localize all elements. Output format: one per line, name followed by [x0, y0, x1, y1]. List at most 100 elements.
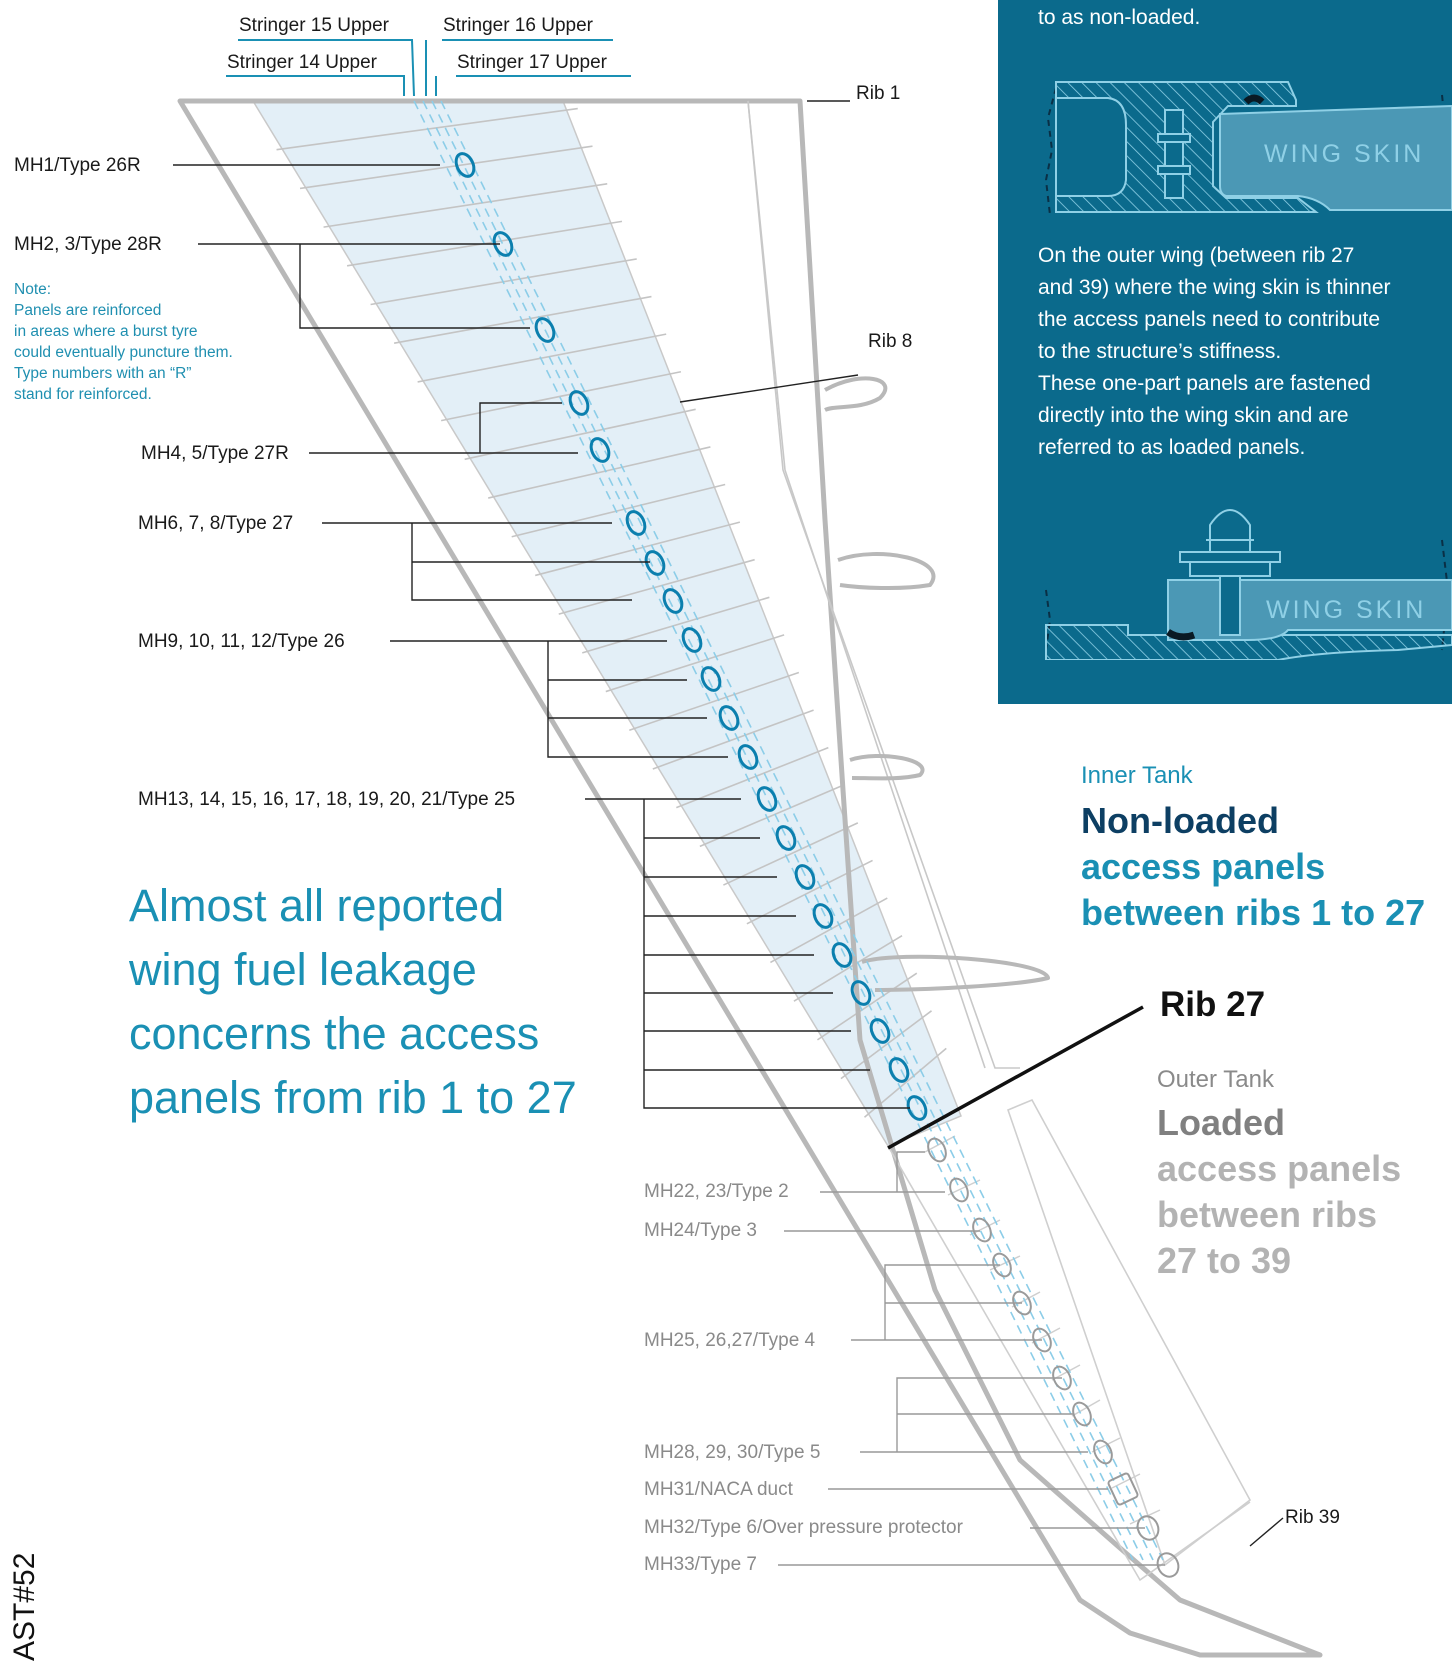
loaded-panel-illustration [1045, 509, 1452, 660]
inner-manhole [775, 825, 797, 851]
tank-rib-line [582, 596, 770, 654]
inner-tank-title-line: between ribs 1 to 27 [1081, 892, 1426, 933]
mh25-label: MH25, 26,27/Type 4 [644, 1330, 816, 1351]
inner-manhole [492, 231, 514, 257]
outer-rib-line [1071, 1399, 1101, 1417]
outer-tank-title-line: access panels [1157, 1148, 1402, 1189]
inner-manhole [700, 666, 722, 692]
tank-rib-line [605, 634, 785, 693]
inner-manhole [718, 705, 740, 731]
tank-rib-line [488, 446, 711, 499]
outer-rib-line [1111, 1473, 1141, 1489]
outer-manhole [1093, 1439, 1113, 1465]
panel-body-line: These one-part panels are fastened [1038, 372, 1371, 395]
inner-manhole [850, 980, 872, 1006]
inner-manhole [794, 864, 816, 890]
outer-manhole [972, 1217, 992, 1243]
non-loaded-panel-illustration [1044, 81, 1452, 216]
tank-rib-line [535, 521, 741, 577]
wing-outline [177, 98, 1323, 1658]
over-pressure-protector-marker [1136, 1515, 1160, 1541]
outer-manhole [1052, 1365, 1072, 1391]
mh32-label: MH32/Type 6/Over pressure protector [644, 1517, 963, 1538]
panel-body-line: referred to as loaded panels. [1038, 436, 1306, 459]
mh13-label: MH13, 14, 15, 16, 17, 18, 19, 20, 21/Typ… [138, 789, 516, 810]
outer-manhole [1072, 1401, 1092, 1427]
inner-manhole [644, 550, 666, 576]
tank-rib-lines [276, 107, 1161, 1525]
inner-manhole [454, 152, 476, 178]
tank-rib-line [770, 897, 888, 964]
mh28-label: MH28, 29, 30/Type 5 [644, 1442, 821, 1463]
outer-tank-subtitle: Outer Tank [1157, 1066, 1274, 1093]
mh1-label: MH1/Type 26R [14, 155, 141, 176]
tank-rib-line [816, 972, 918, 1041]
inner-manhole [681, 627, 703, 653]
mh2-label: MH2, 3/Type 28R [14, 234, 162, 255]
mh9-label: MH9, 10, 11, 12/Type 26 [138, 631, 345, 652]
headline: Almost all reported wing fuel leakage co… [129, 874, 577, 1130]
headline-line: Almost all reported [129, 880, 505, 931]
outer-rib-line [1091, 1437, 1121, 1453]
tank-rib-line [723, 822, 859, 886]
outer-tank-title-line: 27 to 39 [1157, 1240, 1292, 1281]
headline-line: wing fuel leakage [129, 944, 477, 995]
panel-body-line: and 39) where the wing skin is thinner [1038, 276, 1391, 299]
tank-rib-line [699, 784, 844, 848]
outer-rib-line [924, 1135, 956, 1153]
tank-rib-line [746, 859, 873, 925]
inner-manhole [568, 390, 590, 416]
inner-manhole [888, 1057, 910, 1083]
inner-manhole [906, 1095, 928, 1121]
outer-manhole [927, 1137, 947, 1163]
outer-label-leaders [778, 1151, 1165, 1566]
outer-manhole [949, 1177, 969, 1203]
panel-type-info-box: to as non-loaded. WING SKIN On the outer… [998, 0, 1452, 704]
headline-line: panels from rib 1 to 27 [129, 1072, 577, 1123]
tank-rib-line [464, 408, 696, 461]
mh33-marker [1156, 1552, 1180, 1578]
stringer-17-label: Stringer 17 Upper [457, 52, 607, 73]
rib-leaders [679, 100, 1284, 1547]
naca-duct-marker [1107, 1472, 1139, 1506]
outer-front-line [887, 1145, 1251, 1582]
tank-rib-line [840, 1010, 932, 1080]
rear-spar-line-2 [747, 100, 1020, 1069]
inner-manhole [662, 588, 684, 614]
inner-tank-subtitle: Inner Tank [1081, 762, 1193, 789]
mh31-label: MH31/NACA duct [644, 1479, 793, 1500]
inner-manhole [589, 437, 611, 463]
wing-skin-label-2: WING SKIN [1266, 596, 1427, 624]
tank-rib-line [652, 709, 814, 770]
outer-manhole [1032, 1327, 1052, 1353]
mh24-label: MH24/Type 3 [644, 1220, 757, 1241]
headline-line: concerns the access [129, 1008, 540, 1059]
inner-manhole [625, 510, 647, 536]
outer-manhole [992, 1252, 1012, 1278]
rib-39-label: Rib 39 [1285, 1507, 1340, 1528]
tank-rib-line [323, 182, 608, 228]
wing-skin-label-1: WING SKIN [1264, 140, 1425, 168]
tank-rib-line [793, 934, 903, 1002]
tank-rib-line [417, 333, 667, 383]
outer-tank-title-line: between ribs [1157, 1194, 1378, 1235]
inner-tank-title-line: Non-loaded [1081, 800, 1279, 841]
note-line: stand for reinforced. [14, 386, 152, 403]
tank-rib-line [558, 558, 755, 615]
mh22-label: MH22, 23/Type 2 [644, 1181, 789, 1202]
outer-manhole [1012, 1290, 1032, 1316]
tank-rib-line [511, 483, 726, 538]
rib-1-label: Rib 1 [856, 83, 901, 104]
inner-manhole [737, 744, 759, 770]
inner-manhole [812, 903, 834, 929]
reinforcement-note: Note: Panels are reinforced in areas whe… [14, 279, 233, 405]
tank-rib-line [676, 746, 829, 809]
outer-section-outline [1006, 1098, 1252, 1567]
panel-body-line: directly into the wing skin and are [1038, 404, 1349, 427]
label-leaders [173, 164, 910, 1109]
inner-tank-title: Non-loaded access panels between ribs 1 … [1081, 798, 1425, 936]
outer-rib-line [947, 1179, 981, 1196]
panel-body-line: the access panels need to contribute [1038, 308, 1381, 331]
inner-manhole [534, 317, 556, 343]
rib-27-label: Rib 27 [1160, 985, 1266, 1024]
